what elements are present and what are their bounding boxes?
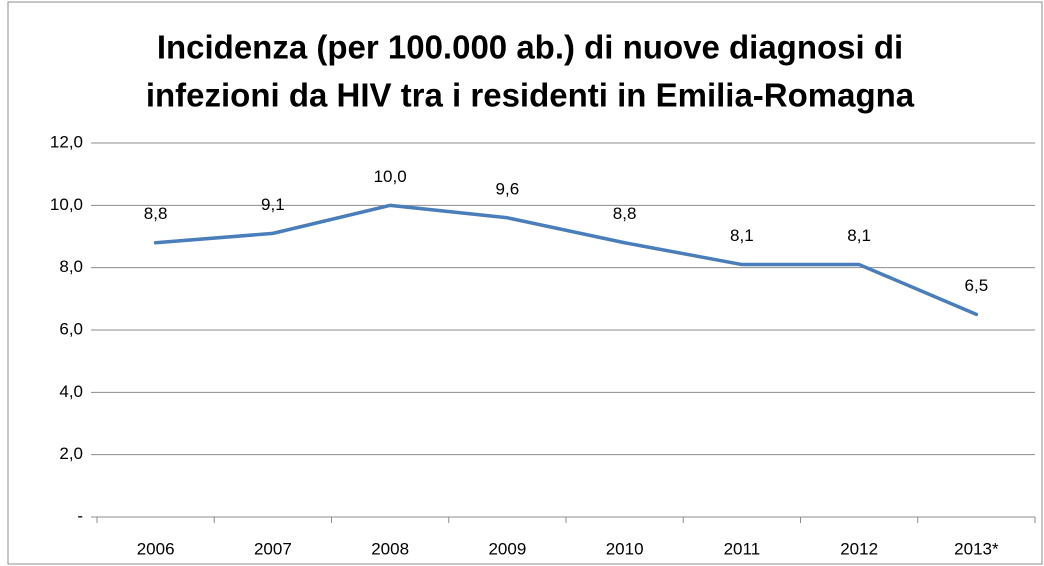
y-tick-label: -: [77, 506, 83, 525]
x-tick-label: 2013*: [954, 539, 999, 558]
data-label: 9,1: [261, 195, 285, 214]
data-label: 8,8: [144, 204, 168, 223]
chart-title: infezioni da HIV tra i residenti in Emil…: [146, 77, 915, 114]
y-tick-label: 8,0: [59, 257, 83, 276]
x-tick-label: 2006: [137, 539, 175, 558]
x-tick-label: 2009: [488, 539, 526, 558]
x-tick-label: 2007: [254, 539, 292, 558]
y-tick-label: 6,0: [59, 319, 83, 338]
y-tick-label: 2,0: [59, 444, 83, 463]
x-tick-label: 2010: [606, 539, 644, 558]
data-label: 8,1: [730, 226, 754, 245]
data-label: 10,0: [374, 167, 407, 186]
data-label: 8,1: [847, 226, 871, 245]
y-tick-label: 4,0: [59, 382, 83, 401]
line: [153, 203, 979, 317]
data-label: 6,5: [965, 276, 989, 295]
data-label: 8,8: [613, 204, 637, 223]
chart-title: Incidenza (per 100.000 ab.) di nuove dia…: [157, 29, 903, 66]
x-tick-label: 2008: [371, 539, 409, 558]
x-tick-label: 2011: [724, 539, 761, 558]
y-tick-label: 12,0: [50, 132, 83, 151]
chart-frame: [7, 1, 1043, 565]
y-tick-label: 10,0: [50, 195, 83, 214]
x-tick-label: 2012: [840, 539, 878, 558]
data-label: 9,6: [496, 179, 520, 198]
